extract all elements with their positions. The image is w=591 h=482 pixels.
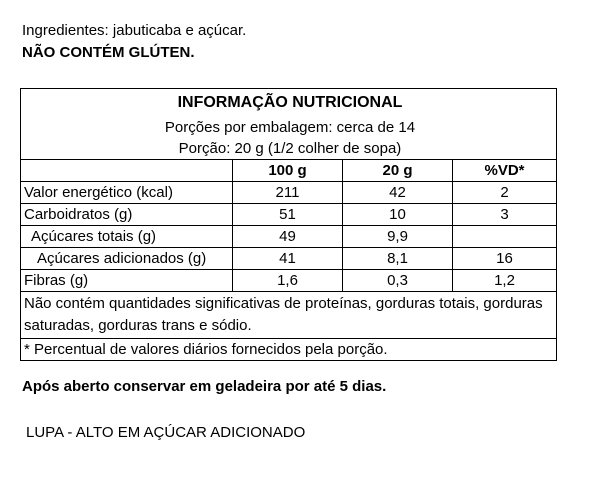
table-row: Fibras (g) 1,6 0,3 1,2 <box>20 269 557 292</box>
value-vd: 1,2 <box>452 269 557 292</box>
gluten-warning: NÃO CONTÉM GLÚTEN. <box>22 44 195 61</box>
nutrient-name: Açúcares totais (g) <box>20 225 233 248</box>
value-vd: 3 <box>452 203 557 226</box>
nutrition-footnote: * Percentual de valores diários fornecid… <box>20 338 557 361</box>
value-100g: 1,6 <box>232 269 343 292</box>
value-20g: 0,3 <box>342 269 453 292</box>
nutrient-name: Valor energético (kcal) <box>20 181 233 204</box>
header-20g: 20 g <box>342 159 453 182</box>
value-20g: 9,9 <box>342 225 453 248</box>
storage-instructions: Após aberto conservar em geladeira por a… <box>22 378 387 395</box>
value-vd: 16 <box>452 247 557 270</box>
added-sugar-warning: LUPA - ALTO EM AÇÚCAR ADICIONADO <box>26 424 306 441</box>
header-vd: %VD* <box>452 159 557 182</box>
value-20g: 42 <box>342 181 453 204</box>
nutrition-table: INFORMAÇÃO NUTRICIONAL Porções por embal… <box>20 88 557 361</box>
value-100g: 49 <box>232 225 343 248</box>
servings-per-package: Porções por embalagem: cerca de 14 <box>20 117 557 138</box>
ingredients-text: Ingredientes: jabuticaba e açúcar. <box>22 22 247 39</box>
table-row: Carboidratos (g) 51 10 3 <box>20 203 557 226</box>
table-row: Açúcares totais (g) 49 9,9 <box>20 225 557 248</box>
nutrition-note: Não contém quantidades significativas de… <box>20 291 557 339</box>
value-100g: 51 <box>232 203 343 226</box>
value-vd <box>452 225 557 248</box>
value-100g: 211 <box>232 181 343 204</box>
value-20g: 10 <box>342 203 453 226</box>
nutrient-name: Açúcares adicionados (g) <box>20 247 233 270</box>
header-100g: 100 g <box>232 159 343 182</box>
value-vd: 2 <box>452 181 557 204</box>
value-100g: 41 <box>232 247 343 270</box>
table-row: Valor energético (kcal) 211 42 2 <box>20 181 557 204</box>
value-20g: 8,1 <box>342 247 453 270</box>
header-nutrient <box>20 159 233 182</box>
nutrition-title: INFORMAÇÃO NUTRICIONAL <box>20 88 557 117</box>
table-row: Açúcares adicionados (g) 41 8,1 16 <box>20 247 557 270</box>
serving-size: Porção: 20 g (1/2 colher de sopa) <box>20 138 557 160</box>
nutrient-name: Carboidratos (g) <box>20 203 233 226</box>
nutrient-name: Fibras (g) <box>20 269 233 292</box>
